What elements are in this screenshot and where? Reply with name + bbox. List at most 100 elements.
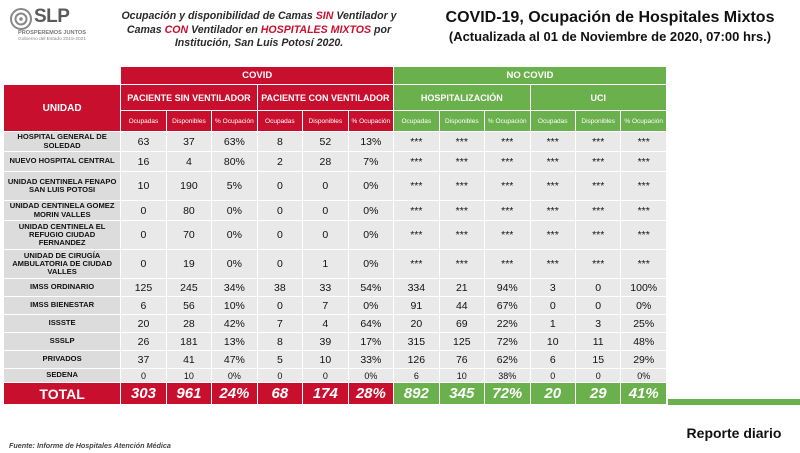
value-cell: 0% bbox=[348, 297, 394, 314]
value-cell: *** bbox=[621, 152, 666, 171]
value-cell: *** bbox=[485, 250, 530, 278]
value-cell: 3 bbox=[575, 315, 621, 332]
total-value: 892 bbox=[394, 383, 439, 404]
value-cell: 72% bbox=[485, 333, 530, 350]
total-value: 29 bbox=[575, 383, 621, 404]
value-cell: 54% bbox=[348, 279, 394, 296]
total-value: 303 bbox=[121, 383, 166, 404]
sub-con-ventilador: PACIENTE CON VENTILADOR bbox=[257, 85, 394, 110]
table-row: UNIDAD CENTINELA FENAPO SAN LUIS POTOSI 1… bbox=[4, 172, 666, 200]
value-cell: 0% bbox=[348, 221, 394, 249]
value-cell: *** bbox=[575, 152, 621, 171]
value-cell: *** bbox=[530, 250, 575, 278]
value-cell: *** bbox=[394, 221, 439, 249]
value-cell: 0 bbox=[303, 221, 348, 249]
value-cell: 0 bbox=[121, 201, 166, 220]
value-cell: 33% bbox=[348, 351, 394, 368]
total-value: 345 bbox=[439, 383, 485, 404]
table-row: IMSS BIENESTAR 6 56 10% 0 7 0% 91 44 67% 0 0 0% bbox=[4, 297, 666, 314]
value-cell: 62% bbox=[485, 351, 530, 368]
value-cell: *** bbox=[439, 132, 485, 151]
report-subtitle: Ocupación y disponibilidad de Camas SIN … bbox=[121, 10, 397, 49]
green-accent-bar bbox=[668, 399, 800, 405]
value-cell: *** bbox=[394, 132, 439, 151]
value-cell: 91 bbox=[394, 297, 439, 314]
value-cell: 0 bbox=[575, 369, 621, 382]
value-cell: *** bbox=[621, 250, 666, 278]
value-cell: 0 bbox=[303, 369, 348, 382]
spacer-cell bbox=[4, 67, 121, 84]
value-cell: 126 bbox=[394, 351, 439, 368]
value-cell: 28 bbox=[303, 152, 348, 171]
value-cell: 15 bbox=[575, 351, 621, 368]
value-cell: 39 bbox=[303, 333, 348, 350]
value-cell: 37 bbox=[121, 351, 166, 368]
total-value: 72% bbox=[485, 383, 530, 404]
value-cell: 6 bbox=[394, 369, 439, 382]
value-cell: 20 bbox=[394, 315, 439, 332]
total-value: 24% bbox=[212, 383, 257, 404]
value-cell: 63% bbox=[212, 132, 257, 151]
value-cell: 125 bbox=[439, 333, 485, 350]
value-cell: 0% bbox=[212, 201, 257, 220]
value-cell: 0 bbox=[121, 369, 166, 382]
value-cell: 4 bbox=[303, 315, 348, 332]
value-cell: *** bbox=[485, 132, 530, 151]
table-row: SEDENA 0 10 0% 0 0 0% 6 10 38% 0 0 0% bbox=[4, 369, 666, 382]
col-ocupadas: Ocupadas bbox=[394, 111, 439, 131]
col-disponibles: Disponibles bbox=[166, 111, 212, 131]
value-cell: 0 bbox=[303, 201, 348, 220]
value-cell: *** bbox=[575, 250, 621, 278]
value-cell: 94% bbox=[485, 279, 530, 296]
value-cell: 10 bbox=[530, 333, 575, 350]
value-cell: 0 bbox=[575, 297, 621, 314]
value-cell: *** bbox=[439, 250, 485, 278]
total-value: 68 bbox=[257, 383, 303, 404]
sub-sin-ventilador: PACIENTE SIN VENTILADOR bbox=[121, 85, 257, 110]
value-cell: 44 bbox=[439, 297, 485, 314]
table-row: UNIDAD CENTINELA EL REFUGIO CIUDAD FERNA… bbox=[4, 221, 666, 249]
value-cell: 42% bbox=[212, 315, 257, 332]
value-cell: 1 bbox=[303, 250, 348, 278]
value-cell: 5 bbox=[257, 351, 303, 368]
unidad-name: UNIDAD DE CIRUGÍA AMBULATORIA DE CIUDAD … bbox=[4, 250, 121, 278]
unidad-name: SSSLP bbox=[4, 333, 121, 350]
reporte-diario: Reporte diario bbox=[686, 425, 782, 441]
col-ocupadas: Ocupadas bbox=[530, 111, 575, 131]
value-cell: 25% bbox=[621, 315, 666, 332]
col-ocupadas: Ocupadas bbox=[257, 111, 303, 131]
total-label: TOTAL bbox=[4, 383, 121, 404]
col-pct-ocupacion: % Ocupación bbox=[485, 111, 530, 131]
unidad-name: NUEVO HOSPITAL CENTRAL bbox=[4, 152, 121, 171]
value-cell: 3 bbox=[530, 279, 575, 296]
title-line-2: (Actualizada al 01 de Noviembre de 2020,… bbox=[448, 29, 772, 44]
value-cell: 0% bbox=[348, 250, 394, 278]
value-cell: *** bbox=[575, 201, 621, 220]
value-cell: 0% bbox=[621, 297, 666, 314]
table-row: IMSS ORDINARIO 125 245 34% 38 33 54% 334 21 94% 3 0… bbox=[4, 279, 666, 296]
value-cell: *** bbox=[394, 250, 439, 278]
value-cell: *** bbox=[394, 201, 439, 220]
col-pct-ocupacion: % Ocupación bbox=[348, 111, 394, 131]
value-cell: 0 bbox=[257, 201, 303, 220]
occupancy-table: COVID NO COVID UNIDAD PACIENTE SIN VENTI… bbox=[3, 66, 667, 405]
value-cell: *** bbox=[530, 201, 575, 220]
table-row: ISSSTE 20 28 42% 7 4 64% 20 69 22% 1 3 25% bbox=[4, 315, 666, 332]
value-cell: 80% bbox=[212, 152, 257, 171]
value-cell: 315 bbox=[394, 333, 439, 350]
value-cell: *** bbox=[439, 152, 485, 171]
source-note: Fuente: Informe de Hospitales Atención M… bbox=[9, 441, 171, 450]
value-cell: 0% bbox=[348, 172, 394, 200]
value-cell: *** bbox=[439, 221, 485, 249]
value-cell: 0 bbox=[530, 297, 575, 314]
unidad-name: UNIDAD CENTINELA GOMEZ MORIN VALLES bbox=[4, 201, 121, 220]
value-cell: 1 bbox=[530, 315, 575, 332]
value-cell: 0 bbox=[257, 172, 303, 200]
value-cell: 7 bbox=[257, 315, 303, 332]
col-disponibles: Disponibles bbox=[439, 111, 485, 131]
value-cell: *** bbox=[439, 201, 485, 220]
value-cell: 29% bbox=[621, 351, 666, 368]
value-cell: 80 bbox=[166, 201, 212, 220]
total-value: 41% bbox=[621, 383, 666, 404]
table-row: HOSPITAL GENERAL DE SOLEDAD 63 37 63% 8 52 13%… bbox=[4, 132, 666, 151]
